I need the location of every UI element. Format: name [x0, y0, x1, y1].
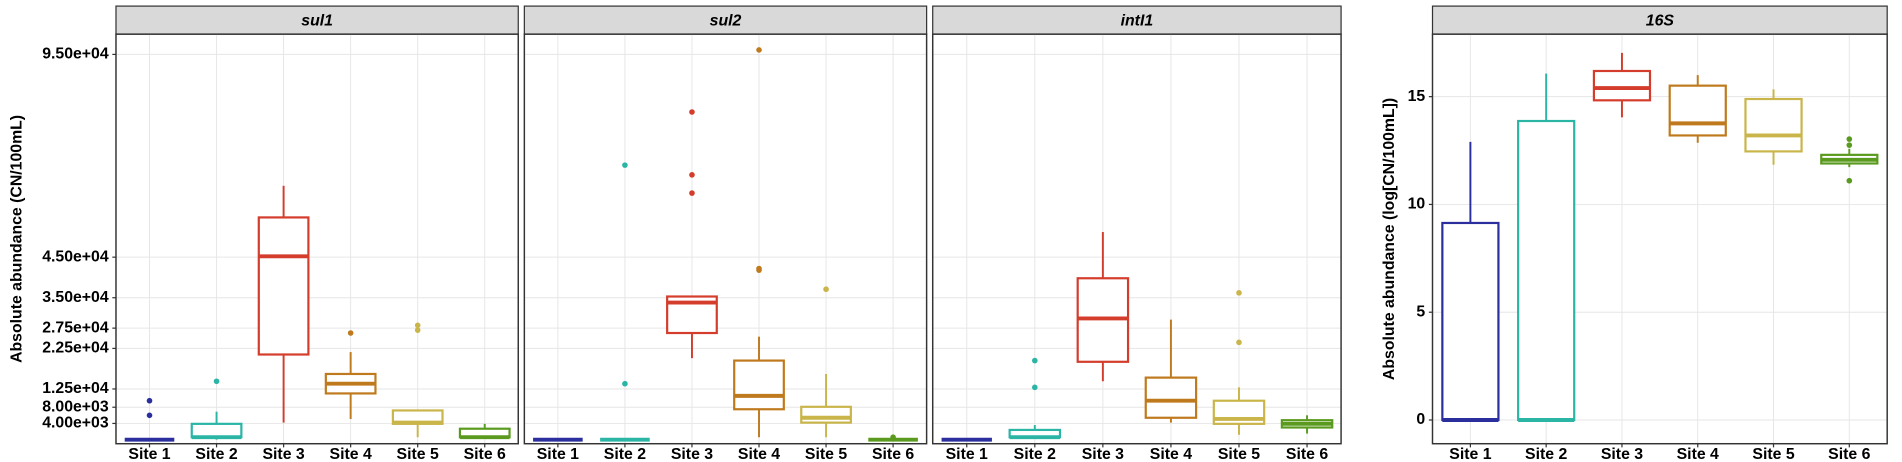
- x-tick-label: Site 2: [1525, 446, 1567, 462]
- strip: [115, 5, 519, 35]
- outlier: [1236, 290, 1242, 296]
- outlier: [823, 286, 829, 293]
- x-tick-label: Site 2: [604, 446, 646, 462]
- outlier: [622, 380, 628, 387]
- outlier: [146, 412, 153, 419]
- x-tick-label: Site 3: [1601, 446, 1643, 462]
- outlier: [347, 330, 354, 336]
- outlier: [689, 172, 695, 178]
- y-tick-label: 8.00e+03: [42, 398, 109, 415]
- y-tick-label: 2.25e+04: [42, 340, 109, 357]
- x-tick-label: Site 3: [262, 446, 304, 462]
- x-tick-label: Site 1: [946, 446, 988, 462]
- y-tick-label: 9.50e+04: [42, 46, 109, 63]
- outlier: [1032, 357, 1038, 364]
- y-tick-label: 10: [1408, 196, 1426, 213]
- y-tick-label: 5: [1416, 303, 1425, 320]
- y-tick-label: 1.25e+04: [42, 380, 109, 397]
- x-tick-label: Site 1: [1449, 446, 1491, 462]
- x-tick-label: Site 6: [872, 446, 914, 462]
- x-tick-label: Site 2: [195, 446, 237, 462]
- box: [800, 405, 852, 424]
- x-tick-label: Site 3: [1082, 446, 1124, 462]
- y-axis-title: Absolute abundance (log[CN/100mL]): [1381, 98, 1398, 380]
- x-tick-label: Site 1: [128, 446, 170, 462]
- y-tick-label: 0: [1416, 411, 1425, 428]
- outlier: [689, 109, 695, 115]
- x-tick-label: Site 1: [537, 446, 579, 462]
- panel-title: sul2: [710, 13, 742, 30]
- box: [1144, 376, 1198, 419]
- y-tick-label: 4.50e+04: [42, 248, 109, 265]
- outlier: [890, 434, 896, 441]
- box: [1668, 84, 1727, 137]
- panel-border: [523, 33, 928, 445]
- x-tick-label: Site 4: [1677, 446, 1719, 462]
- panel-border: [1431, 33, 1888, 445]
- x-tick-label: Site 5: [397, 446, 439, 462]
- panel-title: sul1: [301, 13, 333, 30]
- y-axis-title: Absolute abundance (CN/100mL): [8, 115, 25, 363]
- outlier: [146, 397, 153, 404]
- x-tick-label: Site 6: [1286, 446, 1328, 462]
- outlier: [414, 327, 421, 333]
- x-tick-label: Site 6: [464, 446, 506, 462]
- x-tick-label: Site 4: [1150, 446, 1192, 462]
- outlier: [1846, 136, 1853, 142]
- x-tick-label: Site 4: [738, 446, 780, 462]
- x-tick-label: Site 6: [1828, 446, 1870, 462]
- outlier: [756, 47, 762, 53]
- x-tick-label: Site 4: [330, 446, 372, 462]
- x-tick-label: Site 2: [1014, 446, 1056, 462]
- strip: [523, 5, 928, 35]
- strip: [932, 5, 1342, 35]
- x-tick-label: Site 5: [805, 446, 847, 462]
- outlier: [622, 162, 628, 168]
- x-tick-label: Site 5: [1752, 446, 1794, 462]
- y-tick-label: 4.00e+03: [42, 415, 109, 432]
- panel-title: intI1: [1121, 13, 1154, 30]
- y-tick-label: 2.75e+04: [42, 319, 109, 336]
- panel-border: [931, 33, 1342, 445]
- x-tick-label: Site 3: [671, 446, 713, 462]
- box: [1592, 69, 1652, 102]
- x-tick-label: Site 5: [1218, 446, 1260, 462]
- box: [190, 422, 243, 439]
- y-tick-label: 15: [1408, 88, 1426, 105]
- outlier: [1846, 177, 1853, 184]
- box: [257, 216, 310, 356]
- outlier: [756, 267, 762, 273]
- box: [733, 359, 785, 411]
- box: [1744, 97, 1803, 153]
- y-tick-label: 3.50e+04: [42, 289, 109, 306]
- outlier: [1846, 142, 1853, 148]
- outlier: [1032, 384, 1038, 391]
- outlier: [1236, 339, 1242, 346]
- outlier: [213, 378, 220, 385]
- box: [1517, 119, 1576, 422]
- outlier: [689, 190, 695, 196]
- box: [1441, 221, 1500, 422]
- outlier: [414, 322, 421, 329]
- panel-border: [115, 33, 519, 445]
- panel-title: 16S: [1646, 13, 1675, 30]
